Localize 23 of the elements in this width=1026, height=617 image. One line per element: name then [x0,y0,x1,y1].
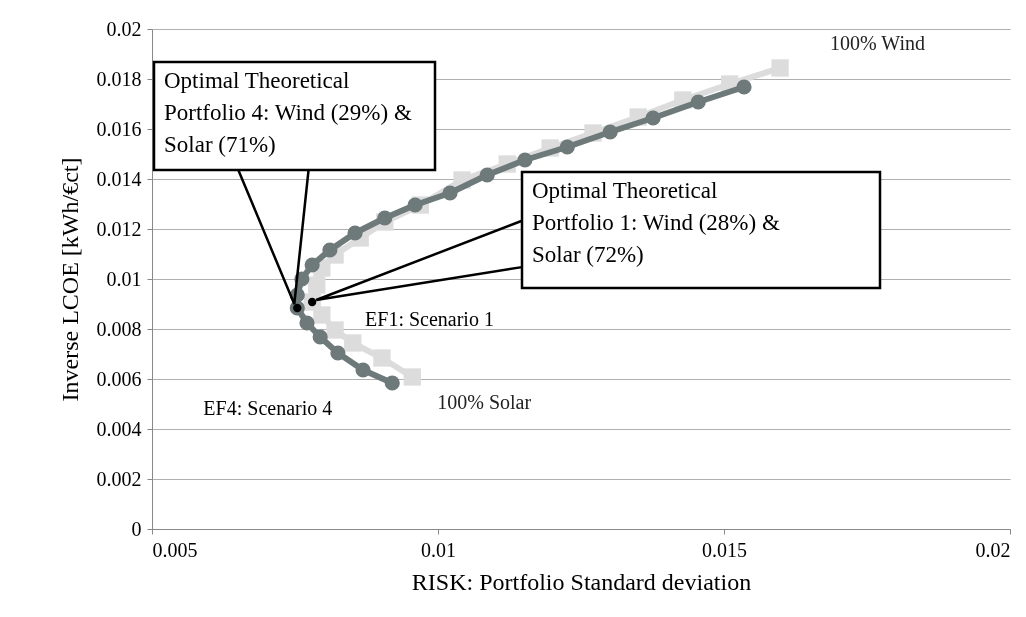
x-tick-label: 0.015 [702,538,747,561]
x-axis-title: RISK: Portfolio Standard deviation [411,568,752,595]
y-tick-label: 0 [131,517,142,540]
y-tick-label: 0.01 [106,267,142,290]
y-tick-label: 0.016 [96,117,142,140]
y-tick-label: 0.008 [96,317,142,340]
y-tick-label: 0.02 [106,17,142,40]
y-tick-label: 0.012 [96,217,142,240]
annotation: 100% Wind [830,32,925,54]
annotation: Optimal Theoretical Portfolio 4: Wind (29%) & Solar (71%) [164,68,412,157]
x-tick-label: 0.005 [152,538,198,561]
series-label: EF4: Scenario 4 [203,397,333,419]
x-tick-label: 0.02 [975,538,1011,561]
annotation: 100% Solar [437,391,532,413]
annotation: Optimal Theoretical Portfolio 1: Wind (28%) & Solar (72%) [532,178,780,267]
series-label: EF1: Scenario 1 [365,308,494,330]
y-tick-label: 0.002 [96,467,142,490]
x-tick-label: 0.01 [421,538,456,561]
y-axis-title: Inverse LCOE [kWh/€ct] [56,157,83,402]
y-tick-label: 0.018 [96,67,142,90]
y-tick-label: 0.006 [96,367,142,390]
y-tick-label: 0.014 [96,167,142,190]
y-tick-label: 0.004 [96,417,142,440]
